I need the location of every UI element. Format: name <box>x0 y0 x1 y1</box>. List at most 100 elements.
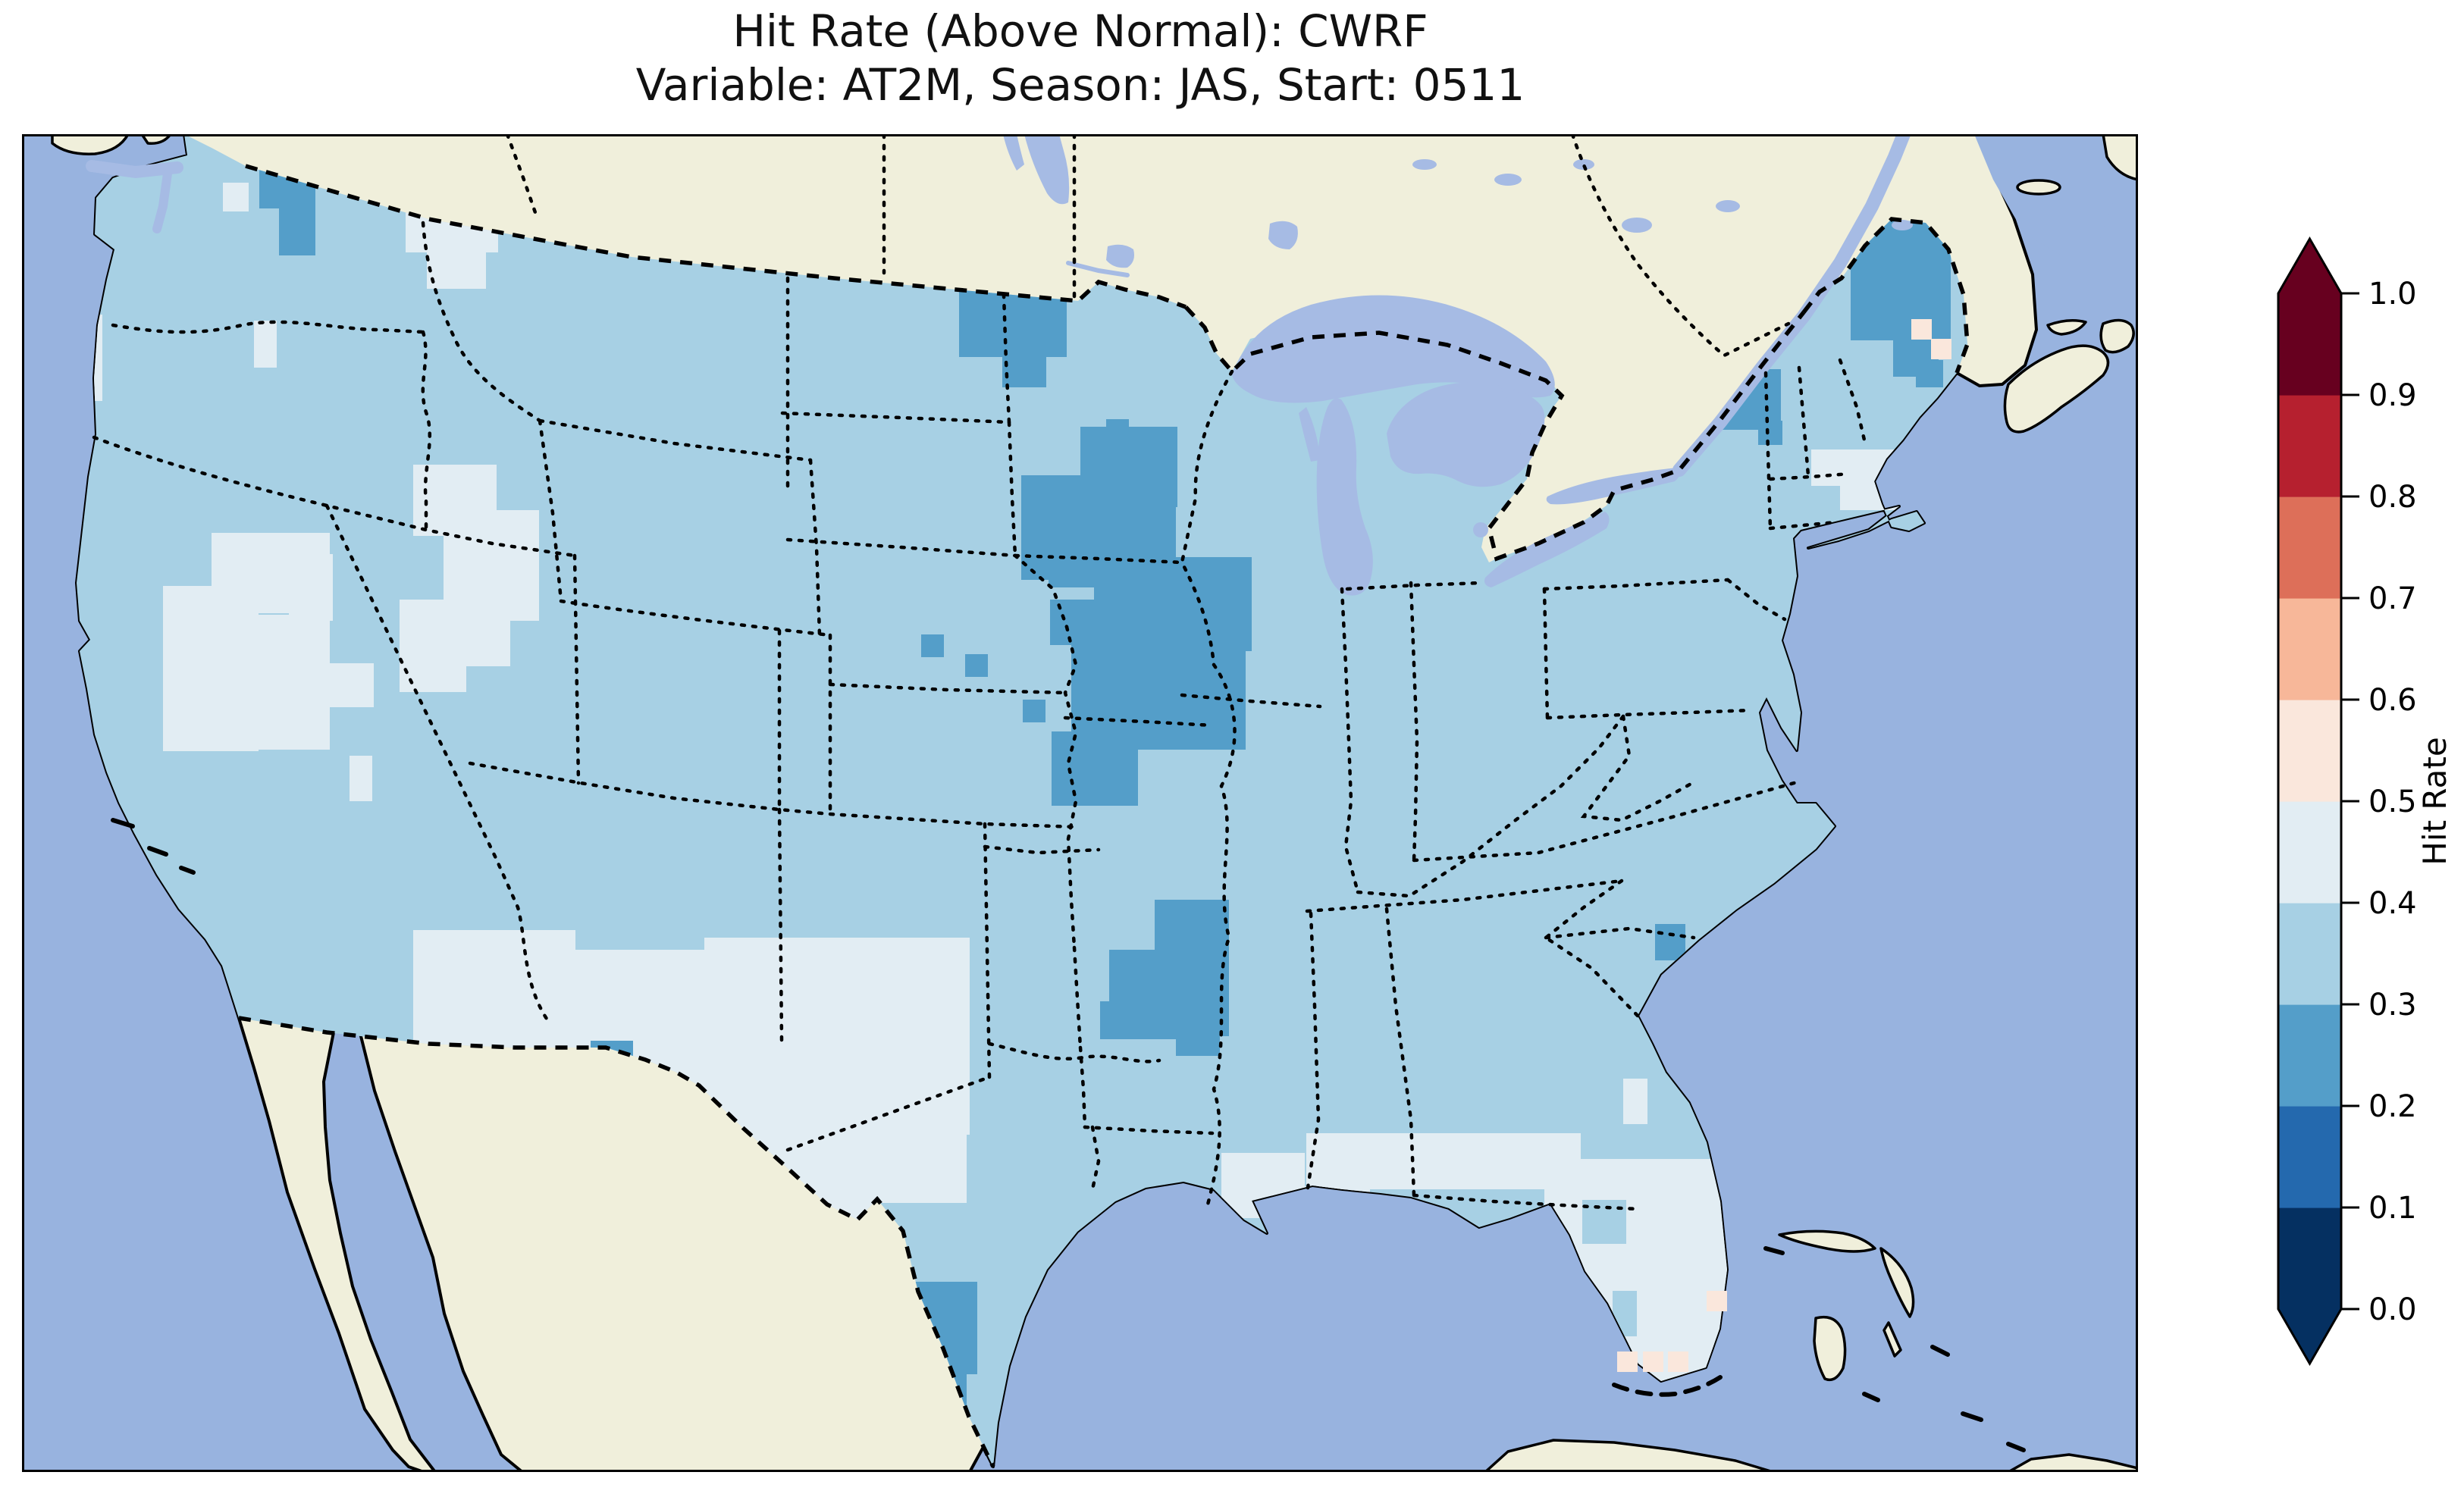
small-island-marks <box>111 818 2026 1452</box>
lake-of-the-woods <box>1106 244 1134 268</box>
lake-erie <box>1484 512 1610 587</box>
prince-edward-island <box>2046 319 2087 336</box>
juan-de-fuca-strait <box>86 160 183 179</box>
us-canada-border-lakes <box>1183 305 1806 562</box>
colorbar-bin <box>2278 293 2341 396</box>
hit-rate-cell <box>1023 700 1045 722</box>
colorbar-bin <box>2278 1004 2341 1107</box>
hit-rate-cell <box>830 1135 921 1203</box>
cay <box>1961 1411 1983 1422</box>
colorbar-tick-label: 0.8 <box>2368 480 2417 515</box>
cuba-east <box>2007 1453 2138 1472</box>
hit-rate-cell <box>1071 642 1138 734</box>
cay <box>1930 1345 1950 1357</box>
colorbar-bin <box>2278 496 2341 599</box>
hit-rate-cell <box>1306 1133 1581 1189</box>
puget-sound <box>152 169 172 233</box>
hit-rate-cell <box>465 621 510 666</box>
colorbar-tick-label: 0.2 <box>2368 1089 2417 1124</box>
channel-island <box>147 846 168 857</box>
abaco <box>1879 1247 1915 1318</box>
us-mexico-border <box>238 1016 995 1468</box>
us-canada-border-west <box>245 164 1187 309</box>
lake-winnipeg <box>1024 134 1070 205</box>
hit-rate-cell <box>1176 1032 1220 1056</box>
conus-map[interactable] <box>22 134 2138 1472</box>
green-bay <box>1299 407 1320 462</box>
hit-rate-cell <box>223 183 249 211</box>
colorbar-bin <box>2278 700 2341 802</box>
colorbar-tick-label: 0.3 <box>2368 988 2417 1023</box>
hit-rate-cell <box>1916 360 1943 387</box>
colorbar-bin <box>2278 1207 2341 1310</box>
canada-lake <box>1622 218 1652 233</box>
colorbar-tick-labels: 0.0 0.1 0.2 0.3 0.4 0.5 0.6 0.7 0.8 0.9 1.0 <box>2368 277 2417 1327</box>
lake-st-clair <box>1473 522 1488 537</box>
lake-manitoba <box>1003 134 1024 171</box>
hit-rate-cell <box>1931 339 1951 359</box>
colorbar-bin <box>2278 903 2341 1005</box>
colorbar-tick-label: 0.7 <box>2368 581 2417 616</box>
hit-rate-cell <box>1617 1351 1638 1372</box>
nova-scotia <box>2003 344 2110 434</box>
georgian-bay <box>1500 388 1544 449</box>
hit-rate-cell <box>1623 1079 1647 1124</box>
hit-rate-cell <box>400 600 466 692</box>
colorbar-bin <box>2278 395 2341 497</box>
cay <box>1763 1246 1785 1255</box>
colorbar-axis-label: Hit Rate <box>2416 737 2453 865</box>
lake-ontario <box>1546 468 1681 505</box>
colorbar-tick-label: 1.0 <box>2368 277 2417 312</box>
channel-island <box>179 866 196 875</box>
hit-rate-cell <box>1100 1001 1180 1039</box>
cay <box>1862 1392 1880 1402</box>
hit-rate-cell <box>254 321 277 368</box>
hit-rate-cell <box>1911 319 1932 340</box>
province-borders <box>505 134 1791 358</box>
canada-lake <box>1716 200 1740 212</box>
hit-rate-cell <box>1643 1351 1663 1372</box>
national-borders <box>238 164 1970 1468</box>
hit-rate-cell <box>1149 631 1244 748</box>
colorbar-bin <box>2278 801 2341 904</box>
hit-rate-cell <box>427 251 486 289</box>
cay <box>2006 1442 2026 1452</box>
hit-rate-cell <box>289 554 333 621</box>
hit-rate-cell <box>1080 427 1177 507</box>
hit-rate-cell <box>965 654 988 677</box>
title-line-1: Hit Rate (Above Normal): CWRF <box>732 5 1428 57</box>
colorbar-bin <box>2278 1106 2341 1208</box>
grand-bahama <box>1778 1229 1876 1253</box>
hit-rate-cell <box>1052 731 1138 806</box>
colorbar[interactable]: 0.0 0.1 0.2 0.3 0.4 0.5 0.6 0.7 0.8 0.9 1.0 Hit Ra… <box>2237 212 2464 1410</box>
hit-rate-cell <box>163 586 259 751</box>
colorbar-extend-under <box>2278 1309 2341 1364</box>
hit-rate-cell <box>350 756 372 801</box>
lake-michigan <box>1316 398 1373 596</box>
hit-rate-cell <box>248 615 330 750</box>
figure-title: Hit Rate (Above Normal): CWRF Variable: … <box>0 5 2161 112</box>
colorbar-tick-label: 0.5 <box>2368 785 2417 819</box>
lakes <box>86 134 2067 596</box>
canada-lake <box>1494 174 1522 186</box>
rainy-river <box>1066 261 1130 277</box>
colorbar-tick-label: 0.6 <box>2368 683 2417 718</box>
hit-rate-cell <box>495 533 539 598</box>
colorbar-tick-label: 0.9 <box>2368 378 2417 413</box>
colorbar-tick-label: 0.0 <box>2368 1292 2417 1327</box>
vancouver-island <box>51 134 130 155</box>
hit-rate-cell <box>1707 1291 1727 1311</box>
hit-rate-cell <box>279 207 315 255</box>
channel-island <box>111 818 135 828</box>
cape-breton <box>2099 318 2135 354</box>
andros <box>1813 1315 1847 1382</box>
canada-lake <box>1892 220 1913 230</box>
hit-rate-cell <box>1655 924 1685 960</box>
hit-rate-cell <box>1050 600 1096 645</box>
florida-keys <box>1612 1375 1723 1397</box>
canada-lake <box>1573 159 1594 170</box>
lake-superior <box>1232 295 1555 403</box>
lake-nipigon <box>1268 221 1298 249</box>
hit-rate-cell <box>1758 421 1782 445</box>
colorbar-tick-label: 0.4 <box>2368 886 2417 921</box>
